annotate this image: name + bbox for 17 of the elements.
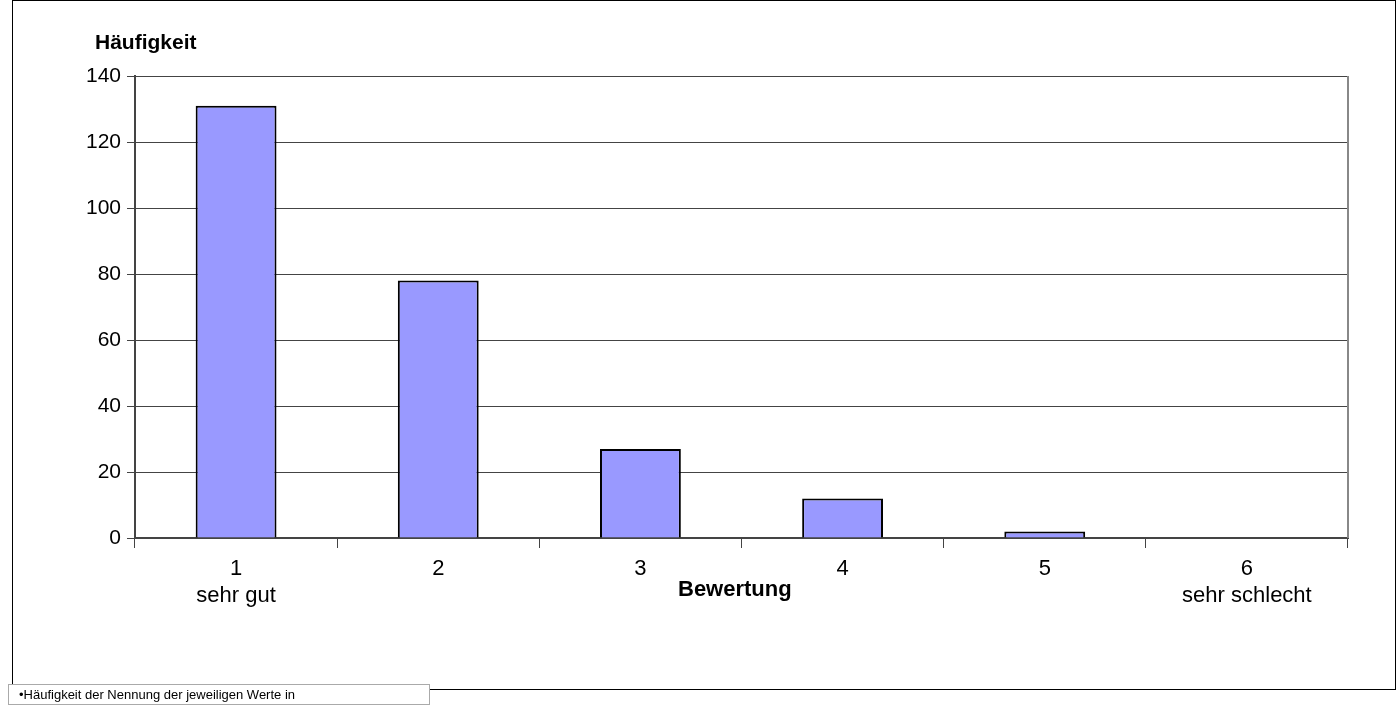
- y-axis-title: Häufigkeit: [95, 30, 197, 54]
- text: •Häufigkeit der Nennung der jeweiligen Werte in: [8, 684, 430, 705]
- x-axis-title: Bewertung: [678, 576, 792, 602]
- x-tick-label: 5: [1038, 555, 1051, 581]
- x-tick-label: 4: [836, 555, 849, 581]
- y-tick-label: 140: [85, 62, 121, 86]
- y-tick-label: 100: [85, 194, 121, 218]
- y-tick-label: 40: [97, 392, 121, 416]
- y-tick-label: 80: [97, 260, 121, 284]
- x-tick-label: 3: [634, 555, 647, 581]
- x-tick-label: 6 sehr schlecht: [1182, 555, 1312, 607]
- x-tick-label: 2: [432, 555, 445, 581]
- y-tick-label: 20: [97, 458, 121, 482]
- y-tick-label: 0: [109, 524, 121, 548]
- y-tick-label: 60: [97, 326, 121, 350]
- y-tick-label: 120: [85, 128, 121, 152]
- x-tick-label: 1 sehr gut: [196, 555, 276, 607]
